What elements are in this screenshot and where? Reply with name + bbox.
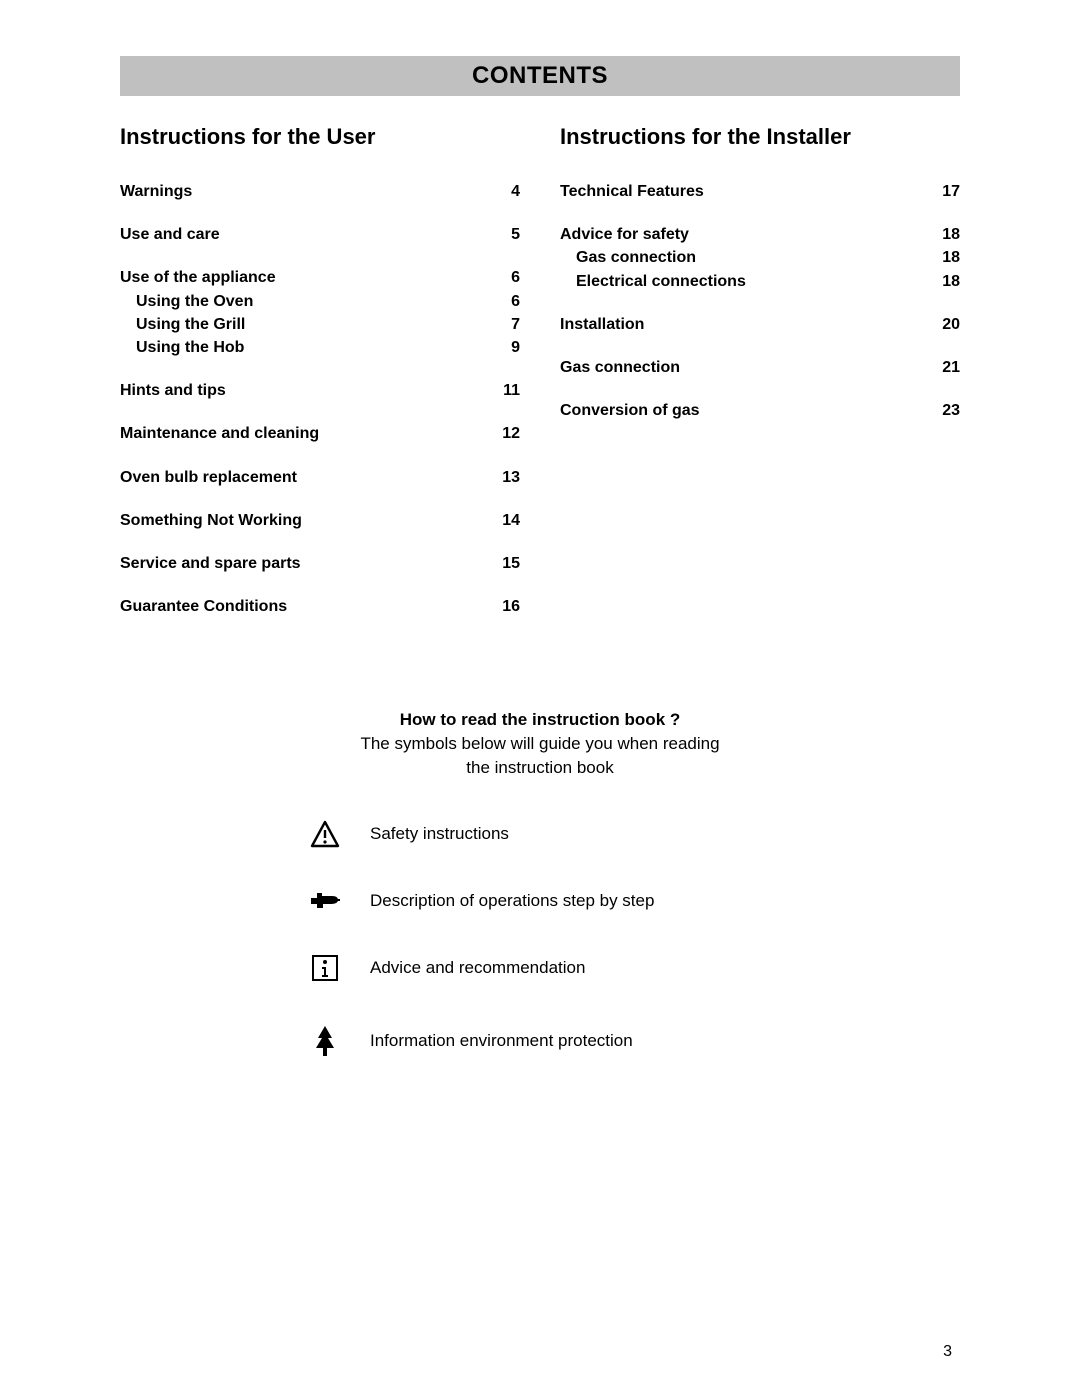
toc-page: 18 bbox=[942, 270, 960, 293]
legend-text: Advice and recommendation bbox=[370, 958, 585, 978]
legend-text: Safety instructions bbox=[370, 824, 509, 844]
legend-row: Information environment protection bbox=[280, 1024, 800, 1058]
toc-label: Conversion of gas bbox=[560, 399, 700, 422]
toc-page: 13 bbox=[502, 466, 520, 489]
toc-label: Maintenance and cleaning bbox=[120, 422, 319, 445]
toc-page: 20 bbox=[942, 313, 960, 336]
toc-row: Using the Grill 7 bbox=[120, 313, 520, 336]
toc-row: Gas connection 18 bbox=[560, 246, 960, 269]
toc-page: 7 bbox=[511, 313, 520, 336]
toc-row: Guarantee Conditions 16 bbox=[120, 595, 520, 618]
toc-row: Service and spare parts 15 bbox=[120, 552, 520, 575]
howto-line2: the instruction book bbox=[120, 756, 960, 780]
toc-row: Technical Features 17 bbox=[560, 180, 960, 203]
toc-label: Advice for safety bbox=[560, 223, 689, 246]
pointing-hand-icon bbox=[280, 890, 370, 912]
toc-row: Gas connection 21 bbox=[560, 356, 960, 379]
toc-page: 6 bbox=[511, 266, 520, 289]
page-number: 3 bbox=[943, 1343, 952, 1361]
toc-label: Something Not Working bbox=[120, 509, 302, 532]
toc-label: Using the Grill bbox=[120, 313, 245, 336]
toc-page: 12 bbox=[502, 422, 520, 445]
toc-page: 18 bbox=[942, 246, 960, 269]
toc-page: 11 bbox=[503, 379, 520, 402]
info-box-icon bbox=[280, 954, 370, 982]
toc-row: Using the Oven 6 bbox=[120, 290, 520, 313]
toc-row: Electrical connections 18 bbox=[560, 270, 960, 293]
toc-label: Technical Features bbox=[560, 180, 704, 203]
toc-label: Hints and tips bbox=[120, 379, 226, 402]
toc-page: 6 bbox=[511, 290, 520, 313]
tree-icon bbox=[280, 1024, 370, 1058]
toc-row: Using the Hob 9 bbox=[120, 336, 520, 359]
toc-page: 15 bbox=[502, 552, 520, 575]
toc-label: Gas connection bbox=[560, 246, 696, 269]
howto-question: How to read the instruction book ? bbox=[120, 708, 960, 732]
toc-label: Electrical connections bbox=[560, 270, 746, 293]
legend-row: Description of operations step by step bbox=[280, 890, 800, 912]
toc-label: Installation bbox=[560, 313, 644, 336]
toc-row: Use of the appliance 6 bbox=[120, 266, 520, 289]
toc-label: Using the Hob bbox=[120, 336, 244, 359]
toc-columns: Instructions for the User Warnings 4 Use a… bbox=[120, 124, 960, 618]
toc-label: Guarantee Conditions bbox=[120, 595, 287, 618]
toc-label: Using the Oven bbox=[120, 290, 253, 313]
toc-row: Use and care 5 bbox=[120, 223, 520, 246]
toc-label: Use of the appliance bbox=[120, 266, 276, 289]
toc-left-column: Instructions for the User Warnings 4 Use a… bbox=[120, 124, 520, 618]
toc-right-column: Instructions for the Installer Technical… bbox=[560, 124, 960, 618]
warning-triangle-icon bbox=[280, 820, 370, 848]
toc-row: Oven bulb replacement 13 bbox=[120, 466, 520, 489]
toc-page: 18 bbox=[942, 223, 960, 246]
toc-row: Installation 20 bbox=[560, 313, 960, 336]
toc-row: Maintenance and cleaning 12 bbox=[120, 422, 520, 445]
toc-label: Use and care bbox=[120, 223, 220, 246]
toc-row: Warnings 4 bbox=[120, 180, 520, 203]
legend-row: Advice and recommendation bbox=[280, 954, 800, 982]
toc-row: Something Not Working 14 bbox=[120, 509, 520, 532]
toc-label: Service and spare parts bbox=[120, 552, 301, 575]
installer-heading: Instructions for the Installer bbox=[560, 124, 960, 150]
toc-label: Oven bulb replacement bbox=[120, 466, 297, 489]
toc-label: Gas connection bbox=[560, 356, 680, 379]
toc-page: 21 bbox=[942, 356, 960, 379]
howto-block: How to read the instruction book ? The s… bbox=[120, 708, 960, 779]
toc-row: Advice for safety 18 bbox=[560, 223, 960, 246]
user-heading: Instructions for the User bbox=[120, 124, 520, 150]
toc-page: 5 bbox=[511, 223, 520, 246]
toc-page: 17 bbox=[942, 180, 960, 203]
toc-row: Conversion of gas 23 bbox=[560, 399, 960, 422]
contents-title-bar: CONTENTS bbox=[120, 56, 960, 96]
legend-block: Safety instructions Description of operat… bbox=[280, 820, 800, 1058]
toc-page: 4 bbox=[511, 180, 520, 203]
toc-page: 9 bbox=[511, 336, 520, 359]
toc-page: 14 bbox=[502, 509, 520, 532]
toc-page: 23 bbox=[942, 399, 960, 422]
toc-page: 16 bbox=[502, 595, 520, 618]
toc-label: Warnings bbox=[120, 180, 192, 203]
legend-text: Information environment protection bbox=[370, 1031, 633, 1051]
toc-row: Hints and tips 11 bbox=[120, 379, 520, 402]
legend-text: Description of operations step by step bbox=[370, 891, 654, 911]
howto-line1: The symbols below will guide you when re… bbox=[120, 732, 960, 756]
legend-row: Safety instructions bbox=[280, 820, 800, 848]
